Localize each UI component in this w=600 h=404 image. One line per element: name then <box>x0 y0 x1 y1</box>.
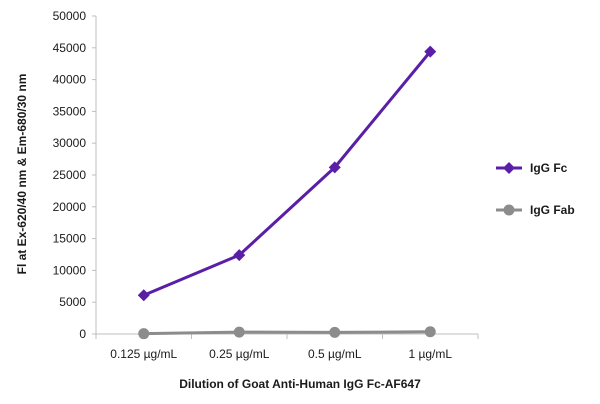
data-point <box>328 161 341 174</box>
x-axis-title: Dilution of Goat Anti-Human IgG Fc-AF647 <box>179 377 421 391</box>
x-tick-label: 0.5 µg/mL <box>308 347 362 361</box>
data-point <box>233 326 245 338</box>
data-point <box>137 289 150 302</box>
y-tick-label: 45000 <box>53 41 87 55</box>
legend: IgG Fc IgG Fab <box>496 161 575 217</box>
y-tick-label: 35000 <box>53 104 87 118</box>
series-1 <box>138 326 436 340</box>
data-point <box>233 249 246 262</box>
y-tick-label: 0 <box>79 327 86 341</box>
y-tick-label: 40000 <box>53 73 87 87</box>
x-tick-label: 1 µg/mL <box>408 347 452 361</box>
series-line <box>143 50 432 297</box>
y-tick-label: 50000 <box>53 9 87 23</box>
y-tick-label: 5000 <box>59 295 86 309</box>
y-tick-label: 30000 <box>53 136 87 150</box>
y-axis-ticks: 0 5000 10000 15000 20000 25000 30000 35000 40000… <box>53 9 96 341</box>
legend-marker <box>503 162 515 174</box>
legend-label: IgG Fab <box>530 203 575 217</box>
legend-item: IgG Fc <box>496 161 568 175</box>
series-0 <box>137 45 437 302</box>
data-point <box>329 326 341 338</box>
series-layer <box>137 45 437 340</box>
legend-label: IgG Fc <box>530 161 568 175</box>
data-point <box>424 45 437 58</box>
legend-marker <box>503 204 515 216</box>
y-tick-label: 25000 <box>53 168 87 182</box>
x-axis-ticks: 0.125 µg/mL 0.25 µg/mL 0.5 µg/mL 1 µg/mL <box>95 334 479 361</box>
y-tick-label: 15000 <box>53 232 87 246</box>
legend-item: IgG Fab <box>496 203 575 217</box>
series-line <box>143 330 431 336</box>
data-point <box>138 328 150 340</box>
data-point <box>424 326 436 338</box>
y-axis-title: Fl at Ex-620/40 nm & Em-680/30 nm <box>15 74 29 275</box>
x-tick-label: 0.125 µg/mL <box>110 347 177 361</box>
y-tick-label: 20000 <box>53 200 87 214</box>
x-tick-label: 0.25 µg/mL <box>209 347 270 361</box>
y-tick-label: 10000 <box>53 263 87 277</box>
